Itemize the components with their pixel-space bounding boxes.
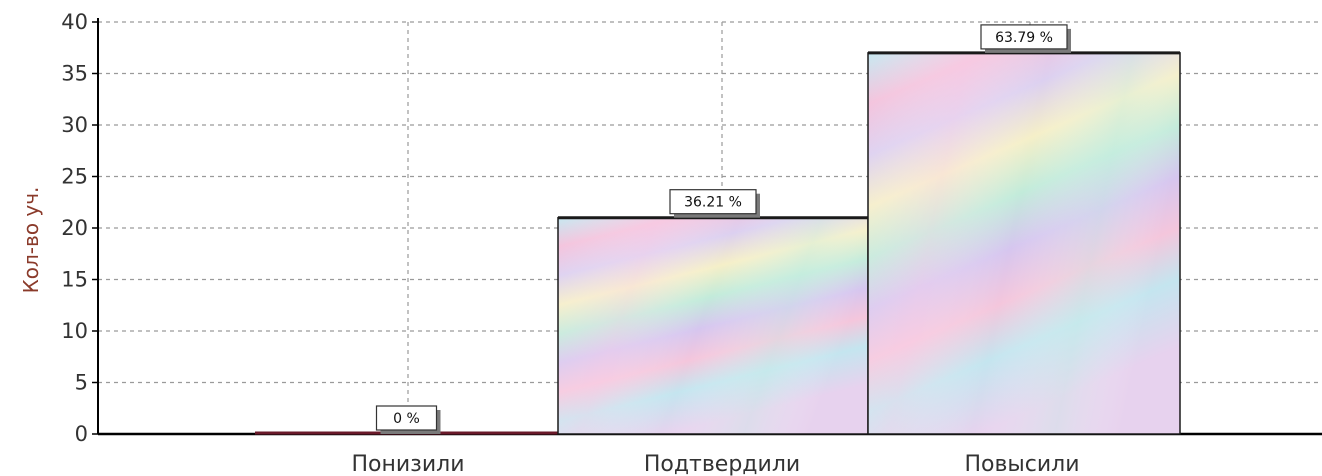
x-category-label: Подтвердили: [644, 452, 800, 476]
y-tick-label: 40: [61, 10, 88, 34]
y-tick-label: 10: [61, 319, 88, 343]
y-axis-label: Кол-во уч.: [19, 187, 43, 294]
y-tick-label: 30: [61, 113, 88, 137]
data-label: 0 %: [375, 405, 441, 434]
labels: 0 5 10 15 20 25 30 35 40 0 % Понизили 36.21 % Подтве…: [61, 10, 1079, 476]
data-label-box: [669, 189, 757, 215]
bar-overlay: [557, 216, 869, 435]
data-label: 63.79 %: [980, 24, 1071, 53]
y-tick-label: 20: [61, 216, 88, 240]
bars: [255, 51, 1181, 435]
x-category-label: Повысили: [964, 452, 1079, 476]
data-label-text: 0 %: [393, 411, 420, 427]
data-label: 36.21 %: [669, 189, 760, 218]
y-tick-label: 5: [75, 371, 88, 395]
x-category-label: Понизили: [351, 452, 464, 476]
y-tick-label: 25: [61, 165, 88, 189]
y-tick-label: 15: [61, 268, 88, 292]
data-label-text: 36.21 %: [684, 195, 742, 211]
y-tick-label: 0: [75, 422, 88, 446]
data-label-box: [980, 24, 1068, 50]
data-label-text: 63.79 %: [995, 30, 1053, 46]
y-tick-label: 35: [61, 62, 88, 86]
data-label-box: [375, 405, 438, 431]
bar-overlay: [867, 52, 1181, 435]
